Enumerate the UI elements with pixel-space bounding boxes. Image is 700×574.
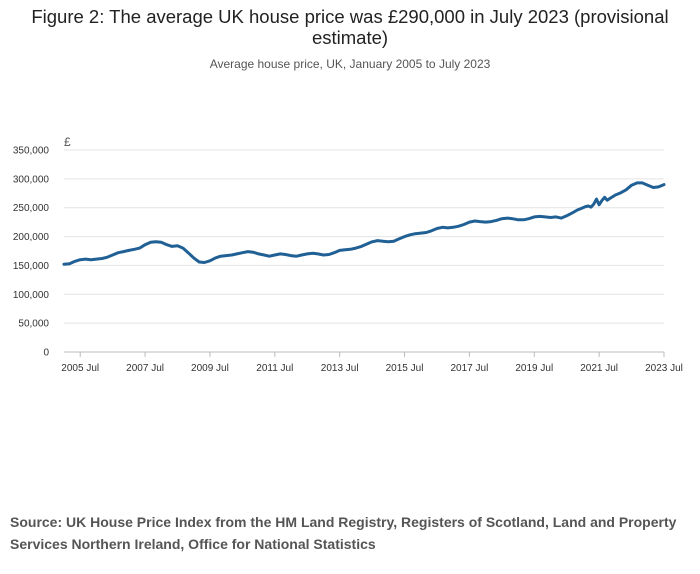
gridlines [64,149,664,353]
y-tick-label: 50,000 [18,319,49,330]
y-tick-label: 150,000 [13,261,50,272]
line-chart: 0 50,000 100,000 150,000 200,000 250,000 300,0… [13,135,683,374]
chart-title: Figure 2: The average UK house price was… [31,6,669,48]
y-tick-label: 100,000 [13,290,50,301]
chart-subtitle: Average house price, UK, January 2005 to… [209,57,491,71]
y-axis: 0 50,000 100,000 150,000 200,000 250,000 300,0… [13,146,50,359]
x-tick-label: 2019 Jul [515,363,553,374]
x-tick-label: 2005 Jul [61,363,99,374]
x-tick-label: 2015 Jul [386,363,424,374]
x-tick-label: 2023 Jul [645,363,683,374]
y-tick-label: 0 [43,348,49,359]
x-tick-label: 2011 Jul [256,363,293,374]
y-tick-label: 300,000 [13,174,50,185]
x-axis: 2005 Jul 2007 Jul 2009 Jul 2011 Jul 2013 Jul… [61,352,683,374]
x-tick-label: 2021 Jul [580,363,618,374]
y-tick-label: 200,000 [13,232,50,243]
x-tick-label: 2007 Jul [126,363,164,374]
y-tick-label: 350,000 [13,146,50,157]
x-tick-label: 2009 Jul [191,363,229,374]
x-tick-label: 2017 Jul [450,363,488,374]
source-note: Source: UK House Price Index from the HM… [10,514,677,552]
series-group [62,181,666,266]
y-tick-label: 250,000 [13,203,50,214]
x-tick-label: 2013 Jul [321,363,359,374]
y-axis-unit-label: £ [64,135,71,149]
series-line-average-house-price [62,181,666,266]
